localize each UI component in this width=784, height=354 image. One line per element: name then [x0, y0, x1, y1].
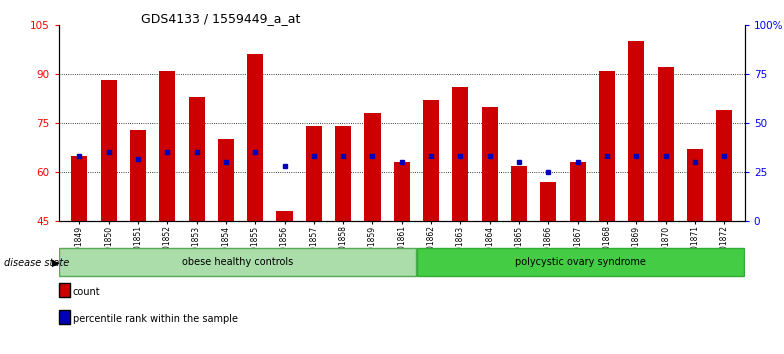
Text: GDS4133 / 1559449_a_at: GDS4133 / 1559449_a_at: [141, 12, 300, 25]
Bar: [717, 110, 732, 221]
Bar: [423, 100, 439, 221]
Bar: [218, 139, 234, 221]
Bar: [481, 107, 498, 221]
Bar: [100, 80, 117, 221]
Text: ▶: ▶: [52, 258, 60, 268]
Bar: [247, 54, 263, 221]
Bar: [394, 162, 410, 221]
Bar: [365, 113, 380, 221]
Bar: [452, 87, 469, 221]
Text: polycystic ovary syndrome: polycystic ovary syndrome: [515, 257, 646, 267]
FancyBboxPatch shape: [60, 248, 416, 276]
Text: obese healthy controls: obese healthy controls: [182, 257, 293, 267]
Bar: [540, 182, 557, 221]
Bar: [570, 162, 586, 221]
Bar: [188, 97, 205, 221]
Text: disease state: disease state: [4, 258, 69, 268]
Bar: [335, 126, 351, 221]
Bar: [687, 149, 703, 221]
Bar: [658, 67, 673, 221]
FancyBboxPatch shape: [417, 248, 744, 276]
Bar: [159, 71, 176, 221]
Bar: [306, 126, 322, 221]
Text: count: count: [73, 287, 100, 297]
Bar: [277, 211, 292, 221]
Bar: [130, 130, 146, 221]
Bar: [71, 156, 87, 221]
Bar: [511, 166, 527, 221]
Text: percentile rank within the sample: percentile rank within the sample: [73, 314, 238, 324]
Bar: [628, 41, 644, 221]
Bar: [599, 71, 615, 221]
